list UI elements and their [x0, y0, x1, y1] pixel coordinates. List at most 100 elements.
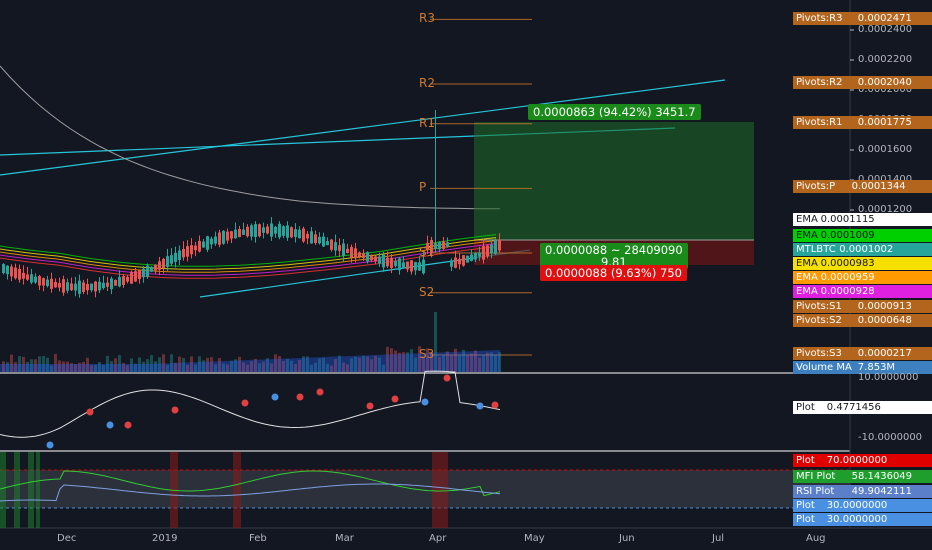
volume-bar — [218, 357, 221, 372]
ema-line — [0, 243, 497, 276]
volume-bar — [198, 356, 201, 372]
entry-ratio-text: 0.0000088 ~ 28409090 — [545, 243, 683, 257]
candle-body — [62, 279, 65, 293]
candle-body — [78, 280, 81, 294]
rsi-highlight — [36, 452, 40, 528]
volume-bar — [306, 356, 309, 372]
rsi-panel-label-value: 49.9042111 — [848, 485, 932, 498]
volume-bar — [54, 354, 57, 372]
candle-body — [478, 252, 481, 257]
volume-bar — [402, 352, 405, 372]
volume-bar — [206, 357, 209, 372]
price-tick-label: 0.0001400 — [858, 174, 912, 185]
candle-body — [286, 225, 289, 238]
candle-body — [426, 242, 429, 250]
time-tick-label: Apr — [429, 533, 447, 544]
candle-body — [90, 283, 93, 291]
volume-bar — [214, 364, 217, 372]
volume-bar — [98, 362, 101, 372]
pivot-text-R2: R2 — [419, 76, 435, 90]
candle-body — [154, 264, 157, 271]
oscillator-dot — [171, 406, 179, 414]
candle-body — [334, 242, 337, 251]
volume-bar — [70, 363, 73, 372]
candle-body — [98, 281, 101, 291]
rsi-panel-label-value: 70.0000000 — [823, 454, 932, 467]
rsi-band — [0, 470, 850, 508]
volume-bar — [226, 364, 229, 372]
candle-body — [218, 232, 221, 245]
candle-body — [230, 231, 233, 239]
volume-bar — [498, 352, 501, 372]
volume-bar — [250, 361, 253, 372]
volume-bar — [270, 363, 273, 372]
candle-body — [382, 254, 385, 268]
volume-bar — [354, 356, 357, 372]
candle-body — [374, 256, 377, 262]
candle-body — [178, 250, 181, 260]
ema-label-name: EMA — [793, 257, 818, 270]
pivot-label-S2-name: Pivots:S2 — [793, 314, 855, 327]
volume-bar — [50, 365, 53, 372]
volume-bar — [86, 357, 89, 372]
volume-bar — [302, 356, 305, 372]
volume-bar — [334, 359, 337, 372]
volume-bar — [282, 360, 285, 372]
ema-label-name: EMA — [793, 229, 818, 242]
rsi-panel-label-name: Plot — [793, 513, 824, 526]
time-tick-label: Aug — [806, 533, 826, 544]
volume-ma-area — [0, 350, 500, 372]
volume-bar — [434, 312, 437, 372]
price-tick-label: 0.0002200 — [858, 54, 913, 65]
volume-bar — [370, 359, 373, 372]
candle-body — [50, 278, 53, 289]
volume-bar — [26, 361, 29, 372]
rsi-highlight — [233, 452, 241, 528]
volume-bar — [278, 356, 281, 372]
pivot-label-S3-name: Pivots:S3 — [793, 347, 855, 360]
candle-body — [274, 226, 277, 234]
volume-bar — [458, 355, 461, 372]
candle-body — [338, 245, 341, 251]
candle-body — [122, 276, 125, 285]
candle-body — [142, 268, 145, 278]
candle-body — [386, 257, 389, 267]
volume-bar — [114, 358, 117, 372]
candle-body — [262, 227, 265, 233]
candle-body — [58, 283, 61, 288]
candle-body — [498, 239, 501, 251]
rsi-highlight — [28, 452, 34, 528]
candle-body — [26, 274, 29, 280]
time-tick-label: May — [524, 533, 545, 544]
oscillator-dot — [241, 399, 249, 407]
rsi-panel-label-name: MFI Plot — [793, 470, 849, 483]
candle-body — [446, 242, 449, 247]
ema-label-value: 0.0001002 — [836, 243, 932, 256]
oscillator-line — [0, 370, 501, 438]
candle-body — [258, 224, 261, 237]
oscillator-dot — [271, 393, 279, 401]
volume-bar — [34, 359, 37, 372]
ema-label-value: 0.0001115 — [817, 213, 932, 226]
candle-body — [30, 274, 33, 283]
price-tick-label: 0.0001600 — [858, 144, 913, 155]
candle-body — [222, 230, 225, 244]
volume-bar — [470, 353, 473, 372]
ema-line — [0, 234, 497, 267]
oscillator-dot — [46, 441, 54, 449]
volume-bar — [94, 364, 97, 372]
osc-tick-label: -10.0000000 — [858, 432, 923, 443]
candle-body — [394, 261, 397, 267]
candle-body — [318, 236, 321, 244]
pivot-text-S1: S1 — [419, 245, 435, 260]
candle-body — [126, 276, 129, 282]
rsi-panel-label-name: RSI Plot — [793, 485, 849, 498]
stop-box-label: 0.0000088 (9.63%) 750 — [540, 265, 687, 281]
volume-bar — [310, 364, 313, 372]
candle-body — [166, 256, 169, 267]
candle-body — [86, 284, 89, 291]
volume-bar — [142, 361, 145, 372]
volume-bar — [14, 362, 17, 372]
volume-bar — [466, 355, 469, 372]
